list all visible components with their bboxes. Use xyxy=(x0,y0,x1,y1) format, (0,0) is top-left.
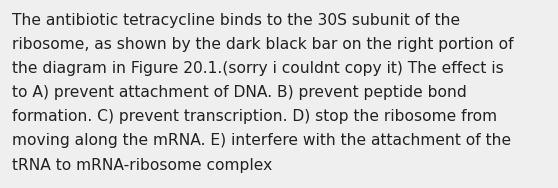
Text: the diagram in Figure 20.1.(sorry i couldnt copy it) The effect is: the diagram in Figure 20.1.(sorry i coul… xyxy=(12,61,504,76)
Text: formation. C) prevent transcription. D) stop the ribosome from: formation. C) prevent transcription. D) … xyxy=(12,109,497,124)
Text: The antibiotic tetracycline binds to the 30S subunit of the: The antibiotic tetracycline binds to the… xyxy=(12,13,460,28)
Text: tRNA to mRNA-ribosome complex: tRNA to mRNA-ribosome complex xyxy=(12,158,272,173)
Text: to A) prevent attachment of DNA. B) prevent peptide bond: to A) prevent attachment of DNA. B) prev… xyxy=(12,85,467,100)
Text: ribosome, as shown by the dark black bar on the right portion of: ribosome, as shown by the dark black bar… xyxy=(12,37,514,52)
Text: moving along the mRNA. E) interfere with the attachment of the: moving along the mRNA. E) interfere with… xyxy=(12,133,511,149)
